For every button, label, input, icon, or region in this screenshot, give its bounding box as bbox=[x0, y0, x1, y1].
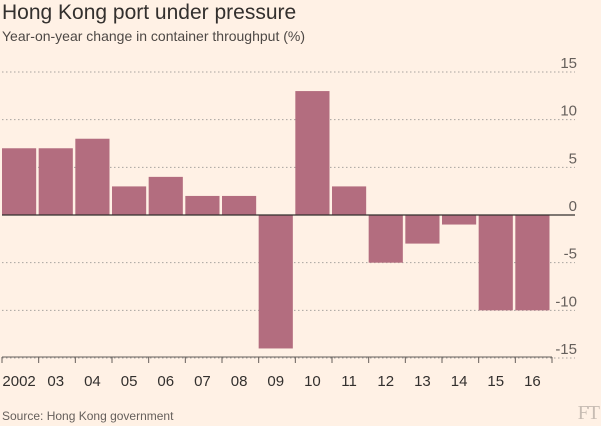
y-tick-label: 5 bbox=[569, 150, 577, 167]
ft-logo: FT bbox=[577, 402, 600, 424]
bar bbox=[38, 148, 73, 215]
bar bbox=[515, 215, 550, 311]
x-tick-label: 14 bbox=[451, 373, 468, 390]
bar bbox=[185, 195, 220, 215]
x-tick-label: 16 bbox=[524, 373, 541, 390]
chart-title: Hong Kong port under pressure bbox=[2, 1, 297, 24]
y-tick-label: 15 bbox=[560, 55, 577, 72]
x-tick-label: 06 bbox=[157, 373, 174, 390]
bar bbox=[148, 176, 183, 215]
bar bbox=[368, 215, 403, 263]
x-tick-label: 09 bbox=[267, 373, 284, 390]
bar bbox=[75, 138, 110, 215]
x-tick-label: 08 bbox=[231, 373, 248, 390]
y-tick-label: -5 bbox=[564, 246, 577, 263]
bar bbox=[442, 215, 477, 225]
y-tick-label: -15 bbox=[555, 341, 577, 358]
bar bbox=[222, 195, 257, 215]
x-tick-label: 13 bbox=[414, 373, 431, 390]
bar bbox=[332, 186, 367, 215]
y-tick-label: -10 bbox=[555, 293, 577, 310]
source-note: Source: Hong Kong government bbox=[2, 409, 174, 423]
bar bbox=[295, 91, 330, 215]
x-tick-label: 03 bbox=[47, 373, 64, 390]
chart-subtitle: Year-on-year change in container through… bbox=[2, 28, 306, 44]
x-tick-label: 05 bbox=[121, 373, 138, 390]
bar bbox=[112, 186, 147, 215]
x-tick-label: 10 bbox=[304, 373, 321, 390]
x-tick-label: 07 bbox=[194, 373, 211, 390]
bar bbox=[258, 215, 293, 349]
x-tick-label: 11 bbox=[341, 373, 357, 390]
y-tick-label: 0 bbox=[569, 198, 577, 215]
bar bbox=[2, 148, 37, 215]
bar bbox=[478, 215, 513, 311]
x-tick-label: 04 bbox=[84, 373, 101, 390]
y-tick-label: 10 bbox=[560, 103, 577, 120]
x-tick-label: 2002 bbox=[2, 373, 35, 390]
x-tick-label: 15 bbox=[487, 373, 504, 390]
x-tick-label: 12 bbox=[377, 373, 394, 390]
bar bbox=[405, 215, 440, 244]
